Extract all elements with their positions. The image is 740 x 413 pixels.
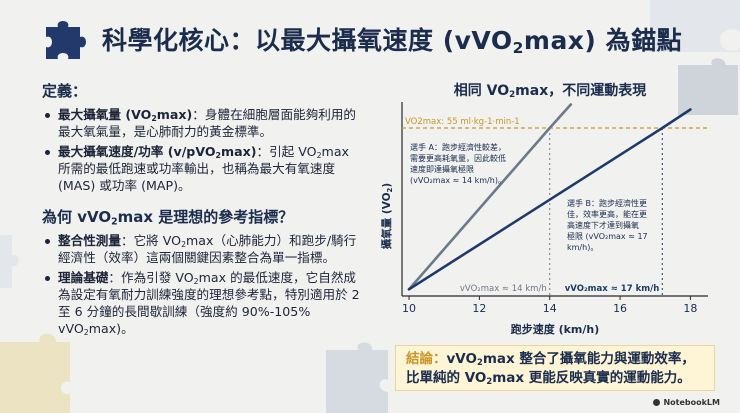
notebooklm-logo: NotebookLM xyxy=(653,398,720,407)
annotation-line: 佳，效率更高，能在更 xyxy=(567,209,647,219)
definition-label: 最大攝氧速度/功率 (v/pVO2max) xyxy=(58,144,257,160)
vo2max-limit-label: VO2max: 55 ml·kg-1·min-1 xyxy=(405,117,520,127)
left-panel: 定義： 最大攝氧量 (VO2max)：身體在細胞層面能夠利用的最大氧氣量，是心肺… xyxy=(42,80,362,340)
why-list: 整合性測量：它將 VO2max（心肺能力）和跑步/騎行經濟性（效率）這兩個關鍵因… xyxy=(42,232,362,337)
x-tick-label: 10 xyxy=(402,302,416,315)
list-item: 最大攝氧速度/功率 (v/pVO2max)：引起 VO2max 所需的最低跑速或… xyxy=(42,143,362,194)
annotation-line: 需要更高耗氧量，因此較低 xyxy=(410,153,506,163)
title-row: 科學化核心：以最大攝氧速度 (vVO2max) 為錨點 xyxy=(40,12,730,66)
puzzle-icon xyxy=(46,21,86,59)
vvo2max-label: vVO₂max ≈ 14 km/h xyxy=(460,284,547,294)
conclusion-line-2: 比單純的 VO2max 更能反映真實的運動能力。 xyxy=(406,370,691,387)
conclusion-tag: 結論： xyxy=(406,351,447,367)
list-item: 理論基礎：作為引發 VO2max 的最低速度，它自然成為設定有氧耐力訓練強度的理… xyxy=(42,269,362,337)
puzzle-piece-right-icon xyxy=(678,58,738,115)
x-axis-label: 跑步速度 (km/h) xyxy=(511,322,600,336)
vo2-chart: 10 12 14 16 18 VO2max: 55 ml·kg-1·min-1 vVO₂ma… xyxy=(380,102,708,336)
definition-text: ：引起 VO2max 所需的最低跑速或功率輸出，也稱為最大有氧速度 (MAS) … xyxy=(58,144,349,193)
list-item: 最大攝氧量 (VO2max)：身體在細胞層面能夠利用的最大氧氣量，是心肺耐力的黃… xyxy=(42,106,362,140)
definition-text: ：身體在細胞層面能夠利用的最大氧氣量，是心肺耐力的黃金標準。 xyxy=(58,107,356,139)
why-heading: 為何 vVO2max 是理想的參考指標？ xyxy=(42,208,294,228)
series-line-b xyxy=(407,108,692,291)
x-tick-label: 14 xyxy=(543,302,557,315)
annotation-line: 速度即達攝氧極限 xyxy=(410,164,474,174)
definition-label: 最大攝氧量 (VO2max) xyxy=(58,107,193,123)
why-text: ：作為引發 VO2max 的最低速度，它自然成為設定有氧耐力訓練強度的理想參考點… xyxy=(58,270,360,337)
why-label: 理論基礎 xyxy=(58,270,109,285)
vvo2max-label: vVO₂max ≈ 17 km/h xyxy=(565,284,660,294)
puzzle-piece-top-right-icon xyxy=(650,0,740,52)
annotation-player-b: 選手 B：跑步經濟性更佳，效率更高，能在更高速度下才達到攝氧極限 (vVO₂ma… xyxy=(567,198,648,252)
conclusion-line-1: 結論：vVO2max 整合了攝氧能力與運動效率， xyxy=(406,351,695,368)
chart-title: 相同 VO2max，不同運動表現 xyxy=(453,83,647,101)
annotation-line: 選手 B：跑步經濟性更 xyxy=(567,198,647,208)
puzzle-piece-bottom-left-icon xyxy=(0,333,70,413)
conclusion-box: 結論：vVO2max 整合了攝氧能力與運動效率， 比單純的 VO2max 更能反… xyxy=(395,345,715,391)
why-text: ：它將 VO2max（心肺能力）和跑步/騎行經濟性（效率）這兩個關鍵因素整合為單… xyxy=(58,233,357,265)
list-item: 整合性測量：它將 VO2max（心肺能力）和跑步/騎行經濟性（效率）這兩個關鍵因… xyxy=(42,232,362,266)
series-line-a xyxy=(407,103,573,291)
annotation-player-a: 選手 A：跑步經濟性較差，需要更高耗氧量，因此較低速度即達攝氧極限 (vVO₂ma… xyxy=(410,142,506,185)
y-axis-label: 攝氧量 (VO2) xyxy=(380,183,394,250)
definitions-list: 最大攝氧量 (VO2max)：身體在細胞層面能夠利用的最大氧氣量，是心肺耐力的黃… xyxy=(42,106,362,194)
annotation-line: 極限 (vVO₂max ≈ 17 xyxy=(567,231,648,241)
x-tick-label: 12 xyxy=(472,302,486,315)
annotation-line: km/h)。 xyxy=(567,243,598,252)
page-title: 科學化核心：以最大攝氧速度 (vVO2max) 為錨點 xyxy=(102,26,683,57)
x-tick-label: 18 xyxy=(683,302,697,315)
definitions-heading: 定義： xyxy=(42,82,88,100)
puzzle-piece-left-mid-icon xyxy=(0,235,19,288)
annotation-line: (vVO₂max ≈ 14 km/h)。 xyxy=(410,176,506,185)
logo-icon xyxy=(653,399,661,406)
x-tick-label: 16 xyxy=(613,302,627,315)
why-label: 整合性測量 xyxy=(58,233,121,248)
puzzle-piece-bottom-center-icon xyxy=(326,342,388,413)
annotation-line: 選手 A：跑步經濟性較差， xyxy=(410,142,506,152)
annotation-line: 高速度下才達到攝氧 xyxy=(567,220,639,230)
